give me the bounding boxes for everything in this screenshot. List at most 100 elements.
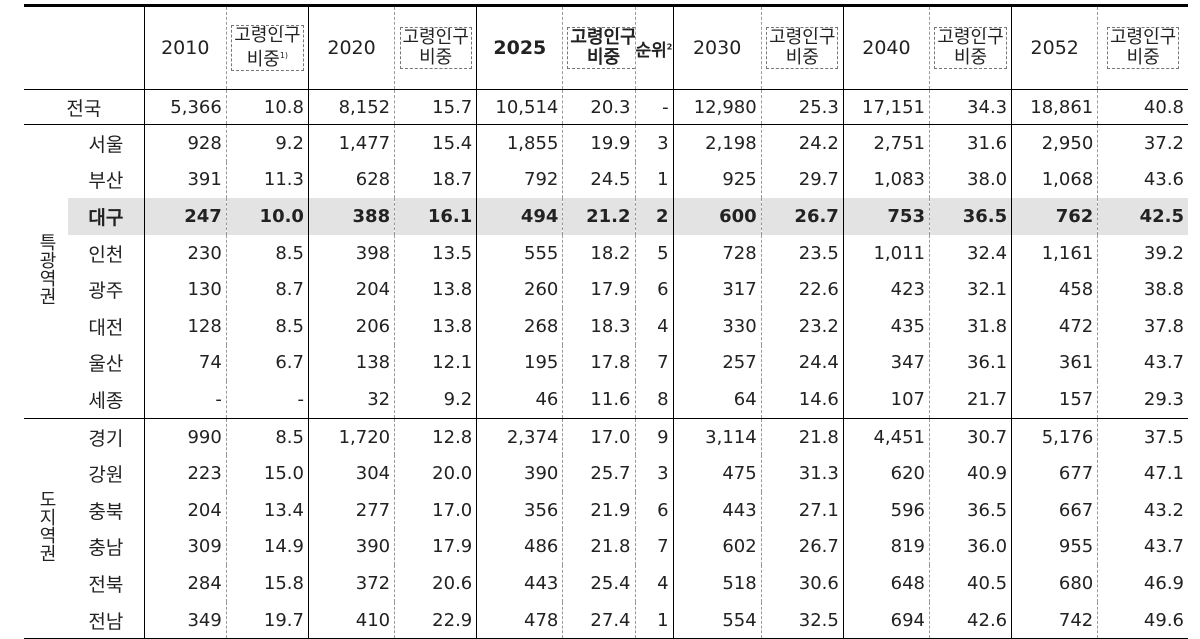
- cell-pop-2052: 472: [1011, 307, 1098, 345]
- cell-share-2025: 21.9: [562, 491, 635, 529]
- cell-share-2030: 31.3: [760, 455, 844, 492]
- cell-share-2025: 21.8: [562, 528, 635, 566]
- region-name: 서울: [88, 133, 124, 156]
- region-name: 강원: [88, 464, 124, 487]
- nation-share-2020: 15.7: [394, 89, 477, 125]
- group-label: 도지역권: [24, 418, 69, 639]
- cell-pop-2030: 728: [672, 234, 762, 272]
- cell-pop-2040: 620: [842, 455, 930, 492]
- table-row: 특광역권 서울 928 9.2 1,477 15.4 1,855 19.9 3 2,198 24.2…: [24, 124, 1188, 419]
- cell-pop-2052: 361: [1011, 344, 1098, 382]
- cell-pop-2020: 628: [307, 161, 395, 199]
- nation-pop-2030: 12,980: [672, 89, 762, 125]
- col-2010: 2010: [143, 4, 227, 90]
- table-row: 대전 128 8.5 206 13.8 268 18.3 4 330 23.2 435 31.8 472…: [24, 307, 1188, 345]
- cell-share-2020: 15.4: [394, 124, 477, 162]
- cell-pop-2010: 309: [143, 528, 227, 566]
- cell-rank-2025: 5: [634, 234, 674, 272]
- table-row: 전남 349 19.7 410 22.9 478 27.4 1 554 32.5 694 42.6 74…: [24, 601, 1188, 639]
- cell-pop-2030: 600: [672, 198, 762, 235]
- table-row: 충북 204 13.4 277 17.0 356 21.9 6 443 27.1 596 36.5 66…: [24, 491, 1188, 529]
- cell-pop-2052: 742: [1011, 601, 1098, 639]
- cell-pop-2040: 2,751: [842, 124, 930, 162]
- cell-rank-2025: 1: [634, 601, 674, 639]
- cell-share-2052: 49.6: [1097, 601, 1188, 639]
- cell-pop-2052: 677: [1011, 455, 1098, 492]
- cell-pop-2040: 694: [842, 601, 930, 639]
- cell-share-2010: 8.5: [225, 307, 309, 345]
- cell-share-2010: 8.7: [225, 271, 309, 308]
- cell-pop-2020: 138: [307, 344, 395, 382]
- region-name: 충남: [88, 537, 124, 560]
- cell-share-2052: 38.8: [1097, 271, 1188, 308]
- cell-pop-2010: 928: [143, 124, 227, 162]
- cell-pop-2010: 223: [143, 455, 227, 492]
- cell-pop-2030: 925: [672, 161, 762, 199]
- cell-pop-2020: 390: [307, 528, 395, 566]
- header-corner: [24, 4, 145, 90]
- cell-share-2052: 37.8: [1097, 307, 1188, 345]
- cell-share-2040: 32.4: [928, 234, 1012, 272]
- col-share-2052: 고령인구 비중: [1097, 4, 1188, 90]
- cell-share-2020: 22.9: [394, 601, 477, 639]
- region-name: 전북: [88, 573, 124, 596]
- col-2020: 2020: [307, 4, 395, 90]
- cell-pop-2025: 555: [476, 234, 563, 272]
- cell-share-2052: 43.7: [1097, 344, 1188, 382]
- nation-share-2010: 10.8: [225, 89, 309, 125]
- region-name: 충북: [88, 500, 124, 523]
- cell-pop-2030: 475: [672, 455, 762, 492]
- cell-pop-2020: 1,477: [307, 124, 395, 162]
- cell-pop-2030: 518: [672, 565, 762, 602]
- cell-share-2025: 18.2: [562, 234, 635, 272]
- cell-share-2025: 19.9: [562, 124, 635, 162]
- cell-pop-2052: 2,950: [1011, 124, 1098, 162]
- cell-pop-2010: 230: [143, 234, 227, 272]
- cell-share-2040: 31.8: [928, 307, 1012, 345]
- cell-pop-2030: 330: [672, 307, 762, 345]
- cell-rank-2025: 3: [634, 124, 674, 162]
- cell-share-2030: 14.6: [760, 381, 844, 419]
- col-rank: 순위2): [634, 4, 674, 90]
- cell-pop-2052: 458: [1011, 271, 1098, 308]
- table-row: 인천 230 8.5 398 13.5 555 18.2 5 728 23.5 1,011 32.4 1…: [24, 234, 1188, 272]
- cell-pop-2020: 304: [307, 455, 395, 492]
- cell-pop-2052: 680: [1011, 565, 1098, 602]
- cell-pop-2020: 410: [307, 601, 395, 639]
- cell-pop-2030: 554: [672, 601, 762, 639]
- cell-share-2040: 42.6: [928, 601, 1012, 639]
- cell-share-2040: 36.5: [928, 491, 1012, 529]
- cell-pop-2025: 486: [476, 528, 563, 566]
- cell-share-2052: 42.5: [1097, 198, 1188, 235]
- table-row: 울산 74 6.7 138 12.1 195 17.8 7 257 24.4 347 36.1 361 4…: [24, 344, 1188, 382]
- cell-pop-2025: 390: [476, 455, 563, 492]
- cell-share-2040: 31.6: [928, 124, 1012, 162]
- cell-share-2040: 32.1: [928, 271, 1012, 308]
- cell-share-2010: -: [225, 381, 309, 419]
- cell-share-2025: 17.8: [562, 344, 635, 382]
- cell-pop-2030: 257: [672, 344, 762, 382]
- region-name: 대구: [68, 198, 145, 235]
- cell-pop-2025: 1,855: [476, 124, 563, 162]
- cell-pop-2010: 247: [143, 198, 227, 235]
- group-label: 특광역권: [24, 124, 69, 419]
- cell-pop-2010: 990: [143, 418, 227, 456]
- cell-pop-2025: 195: [476, 344, 563, 382]
- nation-share-2030: 25.3: [760, 89, 844, 125]
- cell-share-2020: 17.9: [394, 528, 477, 566]
- cell-share-2020: 13.5: [394, 234, 477, 272]
- cell-share-2052: 43.7: [1097, 528, 1188, 566]
- cell-share-2020: 13.8: [394, 307, 477, 345]
- elderly-population-table: 2010 고령인구 비중1) 2020 고령인구 비중 2025 고령인구 비중 순위…: [24, 4, 1188, 639]
- col-2040: 2040: [842, 4, 930, 90]
- cell-share-2010: 19.7: [225, 601, 309, 639]
- cell-pop-2020: 388: [307, 198, 395, 235]
- cell-share-2052: 43.6: [1097, 161, 1188, 199]
- cell-share-2010: 9.2: [225, 124, 309, 162]
- region-name: 부산: [88, 170, 124, 193]
- cell-share-2040: 36.5: [928, 198, 1012, 235]
- cell-rank-2025: 8: [634, 381, 674, 419]
- cell-rank-2025: 2: [634, 198, 674, 235]
- cell-share-2030: 23.5: [760, 234, 844, 272]
- nation-pop-2025: 10,514: [476, 89, 563, 125]
